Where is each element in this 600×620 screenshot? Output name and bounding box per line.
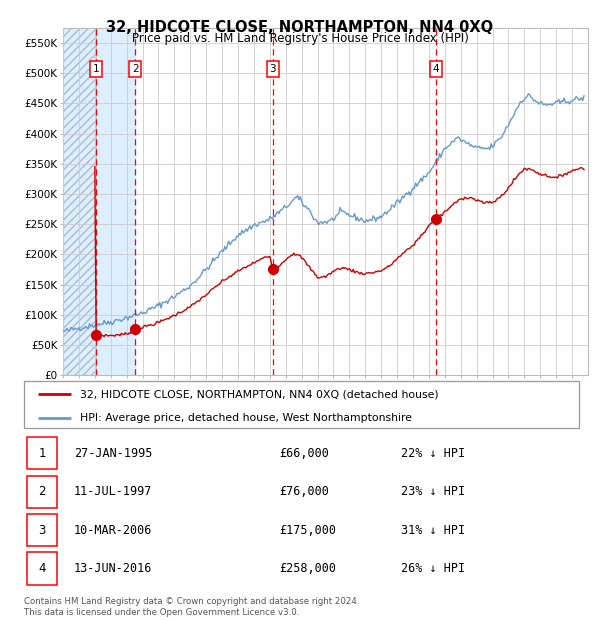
- Text: 3: 3: [269, 64, 276, 74]
- Text: 4: 4: [433, 64, 439, 74]
- Text: 31% ↓ HPI: 31% ↓ HPI: [401, 524, 466, 536]
- Text: 1: 1: [92, 64, 99, 74]
- Bar: [63, 28, 135, 375]
- Text: 10-MAR-2006: 10-MAR-2006: [74, 524, 152, 536]
- FancyBboxPatch shape: [27, 552, 58, 585]
- Text: 11-JUL-1997: 11-JUL-1997: [74, 485, 152, 498]
- Text: Price paid vs. HM Land Registry's House Price Index (HPI): Price paid vs. HM Land Registry's House …: [131, 32, 469, 45]
- Text: Contains HM Land Registry data © Crown copyright and database right 2024.
This d: Contains HM Land Registry data © Crown c…: [24, 598, 359, 617]
- Text: 26% ↓ HPI: 26% ↓ HPI: [401, 562, 466, 575]
- Text: 13-JUN-2016: 13-JUN-2016: [74, 562, 152, 575]
- Text: 2: 2: [38, 485, 46, 498]
- Text: £258,000: £258,000: [280, 562, 337, 575]
- Text: £66,000: £66,000: [280, 447, 329, 459]
- FancyBboxPatch shape: [24, 381, 579, 428]
- Text: 32, HIDCOTE CLOSE, NORTHAMPTON, NN4 0XQ (detached house): 32, HIDCOTE CLOSE, NORTHAMPTON, NN4 0XQ …: [79, 389, 438, 399]
- Text: HPI: Average price, detached house, West Northamptonshire: HPI: Average price, detached house, West…: [79, 412, 412, 423]
- Text: 2: 2: [132, 64, 139, 74]
- Text: 27-JAN-1995: 27-JAN-1995: [74, 447, 152, 459]
- FancyBboxPatch shape: [27, 476, 58, 508]
- Text: 3: 3: [38, 524, 46, 536]
- FancyBboxPatch shape: [27, 514, 58, 546]
- Text: 32, HIDCOTE CLOSE, NORTHAMPTON, NN4 0XQ: 32, HIDCOTE CLOSE, NORTHAMPTON, NN4 0XQ: [106, 20, 494, 35]
- Text: 22% ↓ HPI: 22% ↓ HPI: [401, 447, 466, 459]
- Text: 1: 1: [38, 447, 46, 459]
- Text: 23% ↓ HPI: 23% ↓ HPI: [401, 485, 466, 498]
- FancyBboxPatch shape: [27, 437, 58, 469]
- Text: £76,000: £76,000: [280, 485, 329, 498]
- Text: £175,000: £175,000: [280, 524, 337, 536]
- Text: 4: 4: [38, 562, 46, 575]
